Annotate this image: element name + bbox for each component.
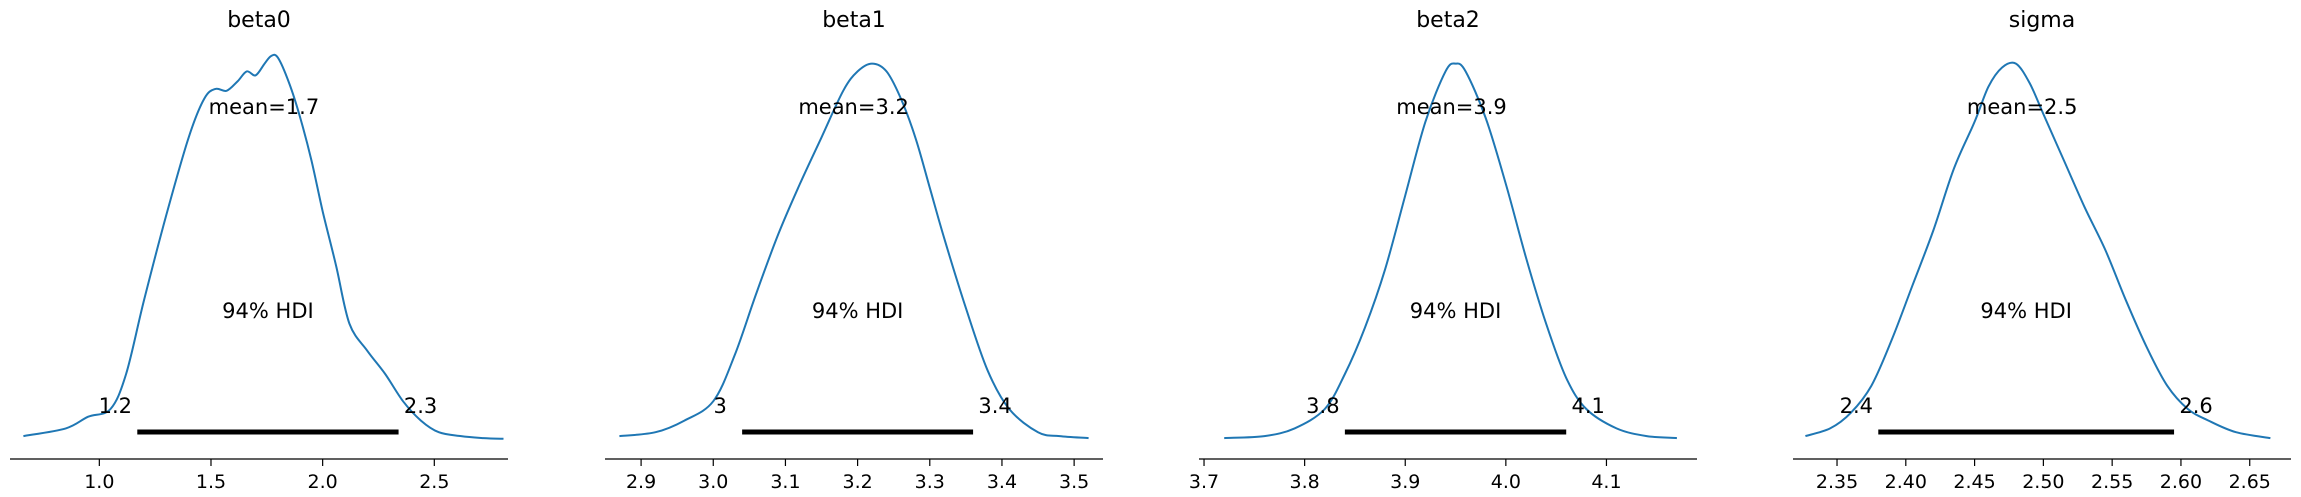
panel-title: beta0 [227,8,291,33]
x-tick-label: 3.5 [1059,471,1089,493]
mean-label: mean=2.5 [1967,95,2078,119]
hdi-low-label: 2.4 [1840,394,1873,418]
hdi-high-label: 3.4 [978,394,1011,418]
x-tick-label: 2.5 [419,471,449,493]
x-tick-label: 4.1 [1591,471,1621,493]
panel-beta2: beta2 3.7 3.8 3.9 4.0 4.1 3.8 4.1 94% HDI mean=3.… [1189,8,1697,493]
x-tick-label: 3.3 [915,471,945,493]
x-tick-label: 2.45 [1953,471,1995,493]
x-tick-label: 3.0 [698,471,728,493]
x-tick-label: 2.50 [2022,471,2064,493]
x-tick-label: 3.4 [987,471,1017,493]
mean-label: mean=3.2 [798,95,909,119]
x-tick-label: 2.65 [2229,471,2271,493]
panel-beta0: beta0 1.0 1.5 2.0 2.5 1.2 2.3 94% HDI mean=1.7 [10,8,508,493]
x-tick-label: 1.0 [84,471,114,493]
x-tick-label: 2.55 [2091,471,2133,493]
x-tick-label: 2.60 [2160,471,2202,493]
x-tick-label: 3.9 [1390,471,1420,493]
panel-title: beta2 [1416,8,1480,33]
hdi-high-label: 2.6 [2179,394,2212,418]
density-curve [23,53,504,440]
panel-sigma: sigma 2.35 2.40 2.45 2.50 2.55 2.60 2.65 2.4 2.6 9… [1793,8,2291,493]
x-tick-label: 2.40 [1885,471,1927,493]
density-curve [619,62,1089,440]
panel-beta1: beta1 2.9 3.0 3.1 3.2 3.3 3.4 3.5 3 3.4 94% HDI mea… [605,8,1103,493]
panel-title: sigma [2009,8,2075,33]
hdi-low-label: 3.8 [1306,394,1339,418]
hdi-label: 94% HDI [1410,299,1502,323]
x-tick-label: 3.8 [1290,471,1320,493]
x-tick-label: 3.1 [770,471,800,493]
x-tick-label: 2.9 [626,471,656,493]
hdi-label: 94% HDI [1980,299,2072,323]
x-tick-label: 1.5 [196,471,226,493]
hdi-low-label: 3 [713,394,726,418]
density-curve [1805,61,2271,440]
mean-label: mean=3.9 [1396,95,1507,119]
x-tick-label: 2.0 [308,471,338,493]
hdi-label: 94% HDI [222,299,314,323]
x-tick-label: 2.35 [1816,471,1858,493]
hdi-high-label: 2.3 [404,394,437,418]
panel-title: beta1 [822,8,886,33]
density-curve [1224,62,1677,440]
hdi-low-label: 1.2 [99,394,132,418]
x-tick-label: 3.2 [842,471,872,493]
mean-label: mean=1.7 [209,95,320,119]
x-tick-label: 3.7 [1189,471,1219,493]
hdi-label: 94% HDI [812,299,904,323]
x-tick-label: 4.0 [1491,471,1521,493]
hdi-high-label: 4.1 [1572,394,1605,418]
